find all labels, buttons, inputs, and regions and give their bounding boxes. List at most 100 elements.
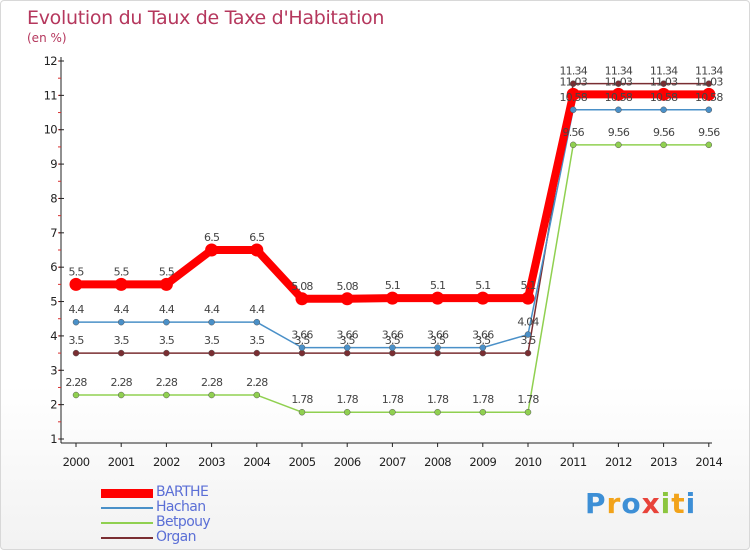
data-point-hachan	[208, 318, 215, 326]
data-label-barthe: 6.5	[204, 231, 220, 244]
data-point-hachan	[524, 331, 532, 338]
y-tick-label: 6	[50, 260, 57, 274]
data-point-betpouy	[434, 408, 441, 416]
data-label-organ: 11.34	[650, 65, 678, 78]
y-tick-label: 4	[50, 329, 57, 343]
proxiti-logo: Proxiti	[585, 487, 696, 520]
data-label-organ: 3.5	[340, 334, 356, 347]
data-point-organ	[208, 349, 215, 357]
data-label-hachan: 4.4	[68, 303, 84, 316]
data-point-betpouy	[660, 141, 667, 149]
data-point-betpouy	[524, 408, 532, 416]
data-point-betpouy	[389, 408, 396, 416]
data-label-barthe: 11.03	[695, 75, 723, 88]
legend-swatch	[101, 488, 153, 498]
y-tick-label: 1	[50, 432, 57, 446]
logo-letter: t	[671, 487, 686, 520]
data-point-barthe	[476, 291, 490, 305]
y-tick-label: 8	[50, 191, 57, 205]
data-point-hachan	[389, 344, 396, 351]
logo-letter: i	[660, 487, 672, 520]
data-point-betpouy	[208, 391, 215, 399]
data-point-betpouy	[343, 408, 351, 416]
data-point-organ	[479, 349, 487, 357]
data-label-hachan: 4.04	[517, 316, 539, 329]
logo-letter: r	[606, 487, 622, 520]
data-point-betpouy	[253, 391, 261, 399]
y-tick-label: 9	[50, 157, 57, 171]
data-point-hachan	[434, 344, 441, 351]
data-label-hachan: 3.66	[337, 329, 359, 342]
data-label-betpouy: 2.28	[246, 376, 268, 389]
data-point-hachan	[117, 318, 125, 326]
legend: BARTHE Hachan Betpouy Organ	[101, 484, 261, 545]
x-tick-label: 2013	[650, 455, 677, 469]
data-point-barthe	[159, 277, 173, 291]
data-label-organ: 3.5	[68, 334, 84, 347]
data-point-hachan	[615, 106, 622, 114]
legend-label: Hachan	[156, 499, 206, 515]
data-label-hachan: 10.58	[650, 91, 678, 104]
y-tick-label: 11	[44, 88, 58, 102]
chart-title: Evolution du Taux de Taxe d'Habitation	[27, 7, 385, 29]
logo-letter: o	[621, 487, 642, 520]
data-point-betpouy	[705, 141, 713, 149]
legend-swatch	[101, 537, 153, 539]
data-label-hachan: 10.58	[695, 91, 723, 104]
data-label-betpouy: 1.78	[291, 393, 313, 406]
data-label-barthe: 5.5	[68, 265, 84, 278]
legend-item-betpouy: Betpouy	[101, 514, 261, 530]
data-label-organ: 3.5	[430, 334, 446, 347]
logo-letter: x	[641, 487, 661, 520]
y-tick-label: 5	[50, 295, 57, 309]
legend-swatch	[101, 522, 153, 524]
data-label-hachan: 3.66	[291, 329, 313, 342]
data-point-barthe	[611, 87, 625, 101]
data-point-hachan	[660, 106, 667, 114]
data-point-barthe	[431, 291, 445, 305]
y-tick-label: 2	[50, 398, 57, 412]
data-point-barthe	[295, 292, 309, 306]
data-point-barthe	[114, 277, 128, 291]
data-label-betpouy: 9.56	[698, 126, 720, 139]
data-label-barthe: 5.1	[385, 279, 400, 292]
data-label-hachan: 4.4	[114, 303, 130, 316]
data-point-organ	[569, 80, 577, 87]
data-label-betpouy: 9.56	[608, 126, 630, 139]
data-label-organ: 3.5	[520, 334, 536, 347]
data-label-betpouy: 1.78	[472, 393, 494, 406]
data-label-hachan: 3.66	[382, 329, 404, 342]
logo-letter: P	[585, 487, 607, 520]
data-point-hachan	[479, 344, 487, 351]
data-point-organ	[117, 349, 125, 357]
data-label-organ: 3.5	[114, 334, 130, 347]
x-tick-label: 2005	[289, 455, 316, 469]
data-label-barthe: 5.1	[430, 279, 445, 292]
data-label-hachan: 10.58	[605, 91, 633, 104]
data-point-organ	[298, 349, 306, 357]
series-points	[69, 80, 716, 416]
data-label-organ: 3.5	[294, 334, 310, 347]
data-label-betpouy: 9.56	[653, 126, 675, 139]
x-tick-label: 2002	[153, 455, 180, 469]
data-point-hachan	[569, 106, 577, 114]
data-label-barthe: 6.5	[249, 231, 265, 244]
legend-swatch	[101, 507, 153, 509]
data-point-barthe	[566, 87, 580, 101]
data-point-organ	[343, 349, 351, 357]
data-point-hachan	[298, 344, 306, 351]
data-label-betpouy: 1.78	[517, 393, 539, 406]
data-point-betpouy	[615, 141, 622, 149]
data-label-betpouy: 9.56	[563, 126, 585, 139]
data-point-betpouy	[72, 391, 80, 399]
data-point-barthe	[385, 291, 399, 305]
x-tick-label: 2001	[108, 455, 135, 469]
data-label-organ: 3.5	[204, 334, 220, 347]
x-tick-label: 2012	[605, 455, 632, 469]
data-label-hachan: 4.4	[159, 303, 175, 316]
x-tick-label: 2011	[560, 455, 587, 469]
data-label-organ: 3.5	[159, 334, 175, 347]
